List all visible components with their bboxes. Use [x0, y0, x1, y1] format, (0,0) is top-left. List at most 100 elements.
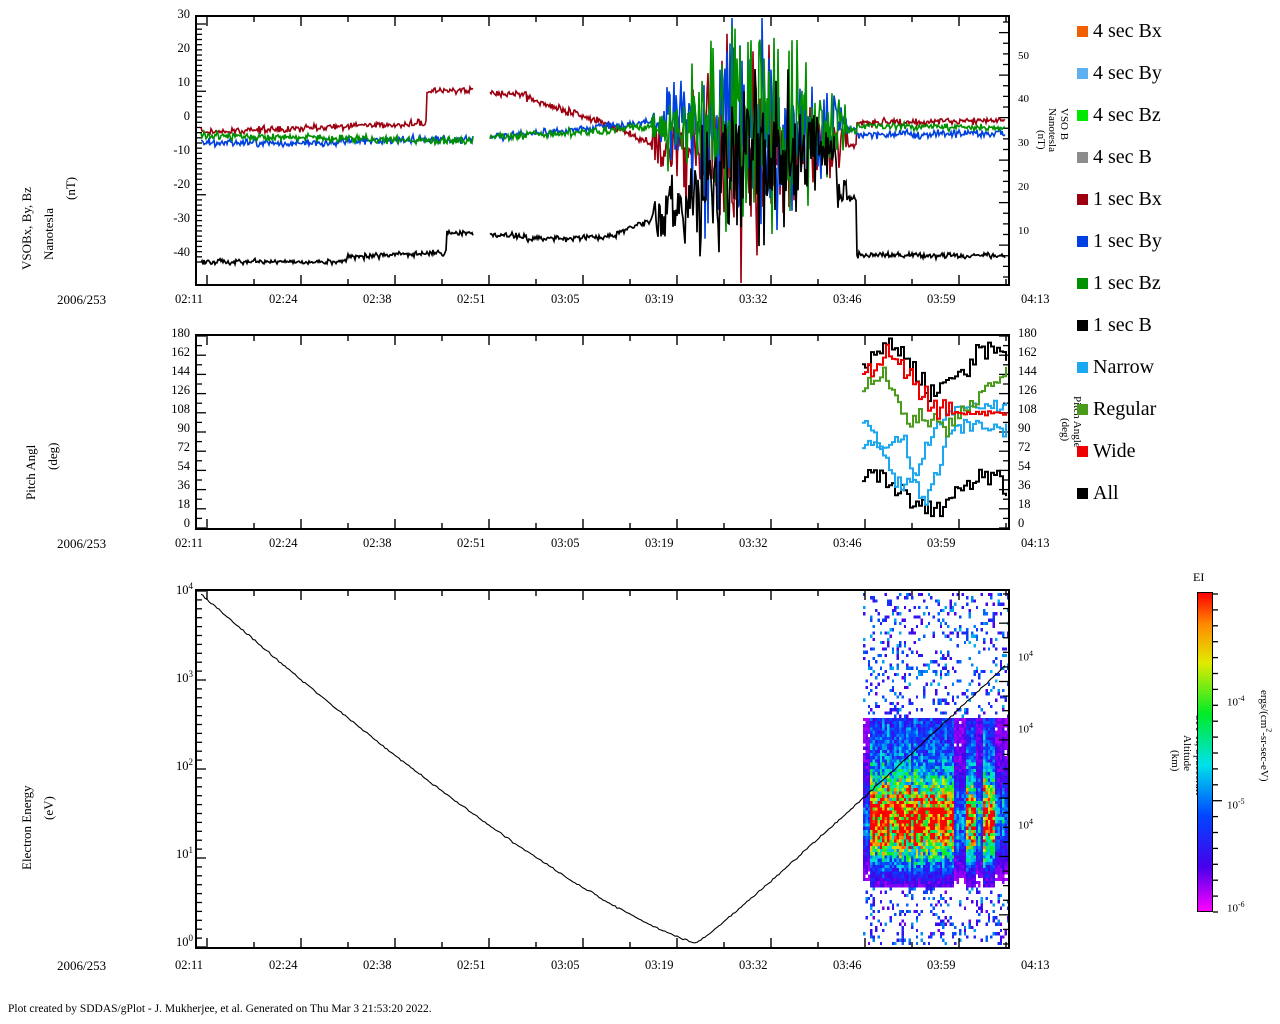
colorbar-tick-0: 10-4 — [1227, 694, 1245, 709]
colorbar-ticks — [1213, 593, 1222, 913]
panel2-yticks-left: 180 162 144 126 108 90 72 54 36 18 0 — [150, 326, 191, 534]
panel1-ylabel-left-nt: (nT) — [62, 140, 80, 200]
panel3-xtick-4: 03:05 — [551, 958, 580, 972]
panel3-ytick-left-4: 100 — [176, 933, 193, 950]
panel1-ylabel-left-line1: VSOBx, By, Bz — [19, 187, 34, 270]
panel3-xtick-0: 02:11 — [175, 958, 204, 972]
panel1-ytick-left-7: -40 — [173, 245, 190, 259]
panel3-ytick-right-2: 104 — [1018, 817, 1033, 832]
panel3-xtick-5: 03:19 — [645, 958, 674, 972]
panel1-xtick-2: 02:38 — [363, 292, 392, 306]
panel2-xaxis-ticklabels: 02:11 02:24 02:38 02:51 03:05 03:19 03:3… — [175, 536, 1049, 556]
legend-label: 1 sec Bz — [1093, 272, 1161, 294]
legend-item-1sec-b[interactable]: 1 sec B — [1077, 304, 1277, 346]
panel2-xtick-2: 02:38 — [363, 536, 392, 550]
panel1-xtick-9: 04:13 — [1021, 292, 1050, 306]
panel2-date-label: 2006/253 — [57, 536, 107, 551]
panel1-plot-svg — [197, 17, 1008, 284]
legend-swatch-icon — [1077, 109, 1088, 121]
panel1-yticks-right: 50 40 30 20 10 — [1018, 15, 1058, 280]
legend-swatch-icon — [1077, 277, 1088, 289]
panel2-ytick-left-9: 18 — [177, 497, 191, 511]
panel1-ytick-right-1: 40 — [1018, 93, 1029, 105]
colorbar-tick-1: 10-5 — [1227, 797, 1245, 812]
panel1-ylabel-left: VSOBx, By, Bz — [18, 100, 36, 270]
legend-label: Wide — [1093, 440, 1136, 462]
legend-item-wide[interactable]: Wide — [1077, 430, 1277, 472]
panel1-ytick-left-3: 0 — [183, 109, 190, 123]
panel1-ytick-left-0: 30 — [177, 7, 191, 21]
legend-item-4sec-bx[interactable]: 4 sec Bx — [1077, 10, 1277, 52]
panel2-ylabel-left-line1: Pitch Angl — [23, 444, 38, 500]
panel1-xtick-1: 02:24 — [269, 292, 298, 306]
panel3-xtick-3: 02:51 — [457, 958, 486, 972]
panel2-yticks-right: 180 162 144 126 108 90 72 54 36 18 0 — [1018, 326, 1058, 534]
legend-label: 4 sec By — [1093, 62, 1162, 84]
panel2-ylabel-left: Pitch Angl — [22, 385, 40, 500]
panel1-yticks-left: 30 20 10 0 -10 -20 -30 -40 — [150, 7, 191, 280]
legend-swatch-icon — [1077, 487, 1088, 499]
panel3-altitude-label-3: (km) — [1169, 750, 1181, 772]
legend-item-1sec-bz[interactable]: 1 sec Bz — [1077, 262, 1277, 304]
legend-label: 4 sec B — [1093, 146, 1152, 168]
legend-item-4sec-b[interactable]: 4 sec B — [1077, 136, 1277, 178]
legend-swatch-icon — [1077, 67, 1088, 79]
panel2-xtick-0: 02:11 — [175, 536, 204, 550]
panel3-xtick-6: 03:32 — [739, 958, 768, 972]
panel1-ytick-right-3: 20 — [1018, 181, 1029, 193]
panel2-xtick-4: 03:05 — [551, 536, 580, 550]
panel3-xaxis-ticklabels: 02:11 02:24 02:38 02:51 03:05 03:19 03:3… — [175, 958, 1049, 978]
panel2-ytick-left-1: 162 — [171, 345, 190, 359]
panel3-ytick-right-1: 104 — [1018, 721, 1033, 736]
colorbar-ticklabels: 10-4 10-5 10-6 — [1227, 592, 1277, 915]
panel2-ytick-right-5: 90 — [1018, 421, 1031, 435]
panel2-ytick-left-5: 90 — [177, 421, 191, 435]
legend-item-4sec-by[interactable]: 4 sec By — [1077, 52, 1277, 94]
panel3-xtick-8: 03:59 — [927, 958, 956, 972]
panel-pitch-angle[interactable] — [195, 334, 1010, 530]
legend-swatch-icon — [1077, 319, 1088, 331]
panel-electron-spectrogram[interactable] — [195, 589, 1010, 949]
panel3-ylabel-left-units: (eV) — [40, 770, 58, 820]
panel1-ylabel-right-line3: (nT) — [1035, 130, 1047, 150]
footer-credit: Plot created by SDDAS/gPlot - J. Mukherj… — [8, 1003, 432, 1015]
panel1-ytick-right-2: 30 — [1018, 137, 1029, 149]
panel3-yticks-left: 104 103 102 101 100 — [148, 581, 193, 950]
panel2-xtick-7: 03:46 — [833, 536, 862, 550]
legend-item-1sec-by[interactable]: 1 sec By — [1077, 220, 1277, 262]
panel3-ytick-left-2: 102 — [176, 757, 193, 774]
legend-swatch-icon — [1077, 151, 1088, 163]
panel3-yticks-right: 104 104 104 — [1018, 589, 1068, 949]
legend-swatch-icon — [1077, 235, 1088, 247]
panel1-ylabel-left-units: Nanotesla — [40, 110, 58, 260]
panel3-plot-svg — [197, 591, 1008, 947]
legend-label: 4 sec Bz — [1093, 104, 1161, 126]
panel2-ytick-right-9: 18 — [1018, 497, 1031, 511]
panel1-xaxis-ticklabels: 02:11 02:24 02:38 02:51 03:05 03:19 03:3… — [175, 292, 1049, 312]
panel1-ylabel-left-line3: (nT) — [63, 176, 78, 200]
panel2-plot-svg — [197, 336, 1008, 528]
panel-magnetic-field[interactable] — [195, 15, 1010, 286]
colorbar[interactable] — [1197, 592, 1213, 912]
legend-item-all[interactable]: All — [1077, 472, 1277, 514]
legend-item-regular[interactable]: Regular — [1077, 388, 1277, 430]
panel3-xtick-9: 04:13 — [1021, 958, 1050, 972]
panel2-ytick-right-8: 36 — [1018, 478, 1031, 492]
panel2-ytick-left-8: 36 — [177, 478, 191, 492]
panel3-xtick-1: 02:24 — [269, 958, 298, 972]
legend-label: 1 sec B — [1093, 314, 1152, 336]
legend-item-4sec-bz[interactable]: 4 sec Bz — [1077, 94, 1277, 136]
panel1-ytick-left-6: -30 — [173, 211, 190, 225]
panel1-xtick-8: 03:59 — [927, 292, 956, 306]
legend-item-narrow[interactable]: Narrow — [1077, 346, 1277, 388]
panel1-ytick-left-1: 20 — [177, 41, 191, 55]
legend-label: 1 sec Bx — [1093, 188, 1162, 210]
panel2-ytick-left-6: 72 — [177, 440, 191, 454]
panel1-ytick-left-4: -10 — [173, 143, 190, 157]
panel1-ytick-left-5: -20 — [173, 177, 190, 191]
legend-item-1sec-bx[interactable]: 1 sec Bx — [1077, 178, 1277, 220]
panel3-ytick-left-3: 101 — [176, 845, 193, 862]
panel3-date-label: 2006/253 — [57, 958, 107, 973]
legend-swatch-icon — [1077, 193, 1088, 205]
panel1-ylabel-right-nt: (nT) — [1032, 130, 1050, 170]
